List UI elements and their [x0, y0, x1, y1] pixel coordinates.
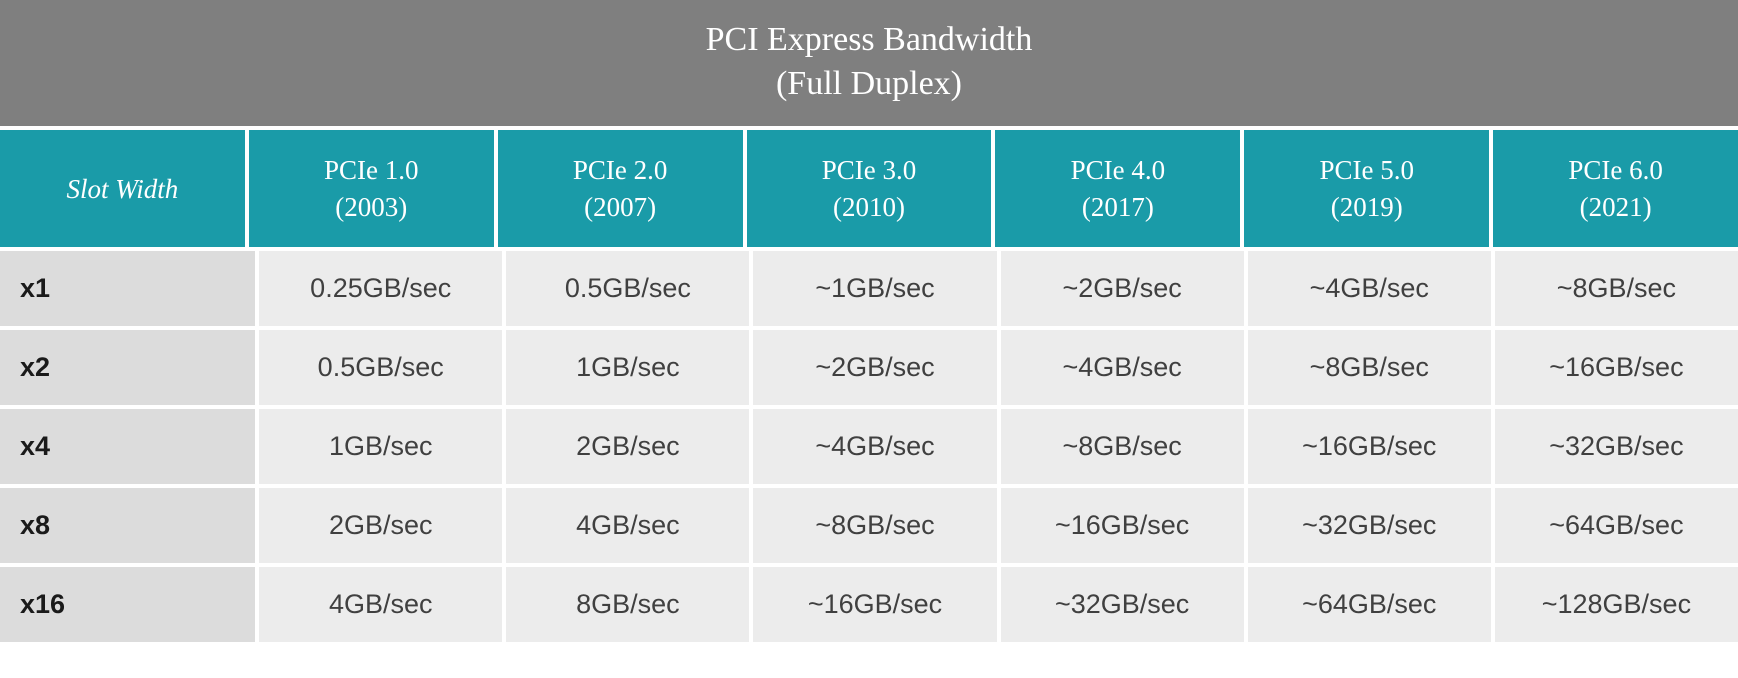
slot-width-cell: x1	[0, 247, 259, 326]
table-row: x8 2GB/sec 4GB/sec ~8GB/sec ~16GB/sec ~3…	[0, 484, 1738, 563]
column-name: PCIe 2.0	[573, 155, 668, 185]
title-line-1: PCI Express Bandwidth	[706, 21, 1033, 58]
column-year: (2010)	[833, 192, 905, 222]
bandwidth-cell: 4GB/sec	[506, 484, 753, 563]
bandwidth-cell: ~128GB/sec	[1495, 563, 1738, 642]
column-header: PCIe 4.0 (2017)	[995, 130, 1244, 247]
bandwidth-cell: 2GB/sec	[506, 405, 753, 484]
bandwidth-cell: ~16GB/sec	[1495, 326, 1738, 405]
table-title: PCI Express Bandwidth (Full Duplex)	[0, 0, 1738, 130]
column-header-row: Slot Width PCIe 1.0 (2003) PCIe 2.0 (200…	[0, 130, 1738, 247]
column-year: (2017)	[1082, 192, 1154, 222]
bandwidth-cell: ~8GB/sec	[1495, 247, 1738, 326]
bandwidth-cell: ~16GB/sec	[753, 563, 1000, 642]
bandwidth-cell: ~32GB/sec	[1495, 405, 1738, 484]
column-header: PCIe 3.0 (2010)	[747, 130, 996, 247]
bandwidth-cell: 0.25GB/sec	[259, 247, 506, 326]
column-header: PCIe 1.0 (2003)	[249, 130, 498, 247]
bandwidth-cell: ~8GB/sec	[753, 484, 1000, 563]
column-year: (2003)	[335, 192, 407, 222]
bandwidth-cell: 0.5GB/sec	[259, 326, 506, 405]
bandwidth-cell: ~32GB/sec	[1248, 484, 1495, 563]
bandwidth-cell: 0.5GB/sec	[506, 247, 753, 326]
bandwidth-cell: ~64GB/sec	[1495, 484, 1738, 563]
table-row: x1 0.25GB/sec 0.5GB/sec ~1GB/sec ~2GB/se…	[0, 247, 1738, 326]
column-name: PCIe 3.0	[822, 155, 917, 185]
table-row: x2 0.5GB/sec 1GB/sec ~2GB/sec ~4GB/sec ~…	[0, 326, 1738, 405]
bandwidth-cell: ~4GB/sec	[1001, 326, 1248, 405]
column-header: PCIe 5.0 (2019)	[1244, 130, 1493, 247]
table-row: x4 1GB/sec 2GB/sec ~4GB/sec ~8GB/sec ~16…	[0, 405, 1738, 484]
column-name: PCIe 5.0	[1319, 155, 1414, 185]
bandwidth-cell: ~16GB/sec	[1248, 405, 1495, 484]
table-row: x16 4GB/sec 8GB/sec ~16GB/sec ~32GB/sec …	[0, 563, 1738, 642]
column-name: PCIe 4.0	[1071, 155, 1166, 185]
bandwidth-cell: ~32GB/sec	[1001, 563, 1248, 642]
bandwidth-cell: 1GB/sec	[506, 326, 753, 405]
bandwidth-cell: ~64GB/sec	[1248, 563, 1495, 642]
column-header: PCIe 6.0 (2021)	[1493, 130, 1738, 247]
bandwidth-cell: 2GB/sec	[259, 484, 506, 563]
column-name: PCIe 6.0	[1568, 155, 1663, 185]
bandwidth-cell: 8GB/sec	[506, 563, 753, 642]
column-header: PCIe 2.0 (2007)	[498, 130, 747, 247]
slot-width-cell: x2	[0, 326, 259, 405]
bandwidth-cell: ~16GB/sec	[1001, 484, 1248, 563]
pcie-bandwidth-table: PCI Express Bandwidth (Full Duplex) Slot…	[0, 0, 1738, 642]
bandwidth-cell: ~4GB/sec	[753, 405, 1000, 484]
bandwidth-cell: ~8GB/sec	[1001, 405, 1248, 484]
column-year: (2007)	[584, 192, 656, 222]
row-header-label: Slot Width	[0, 130, 249, 247]
title-line-2: (Full Duplex)	[776, 65, 962, 102]
bandwidth-cell: ~1GB/sec	[753, 247, 1000, 326]
slot-width-cell: x4	[0, 405, 259, 484]
bandwidth-cell: 1GB/sec	[259, 405, 506, 484]
column-year: (2021)	[1580, 192, 1652, 222]
slot-width-cell: x16	[0, 563, 259, 642]
bandwidth-cell: ~2GB/sec	[1001, 247, 1248, 326]
row-header-label-text: Slot Width	[67, 171, 179, 207]
bandwidth-cell: ~8GB/sec	[1248, 326, 1495, 405]
bandwidth-cell: ~2GB/sec	[753, 326, 1000, 405]
bandwidth-cell: ~4GB/sec	[1248, 247, 1495, 326]
column-name: PCIe 1.0	[324, 155, 419, 185]
slot-width-cell: x8	[0, 484, 259, 563]
bandwidth-cell: 4GB/sec	[259, 563, 506, 642]
column-year: (2019)	[1331, 192, 1403, 222]
